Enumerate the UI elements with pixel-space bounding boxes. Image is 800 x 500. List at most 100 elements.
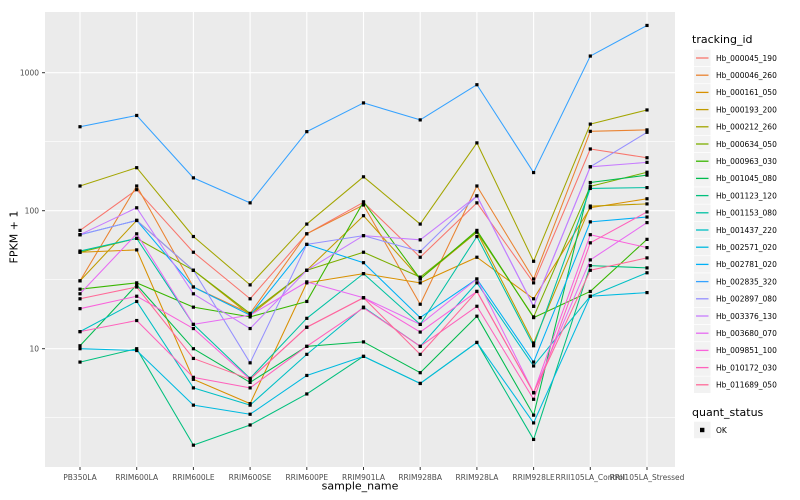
x-tick-label: RRIM928LE [512, 473, 555, 482]
data-point [361, 214, 366, 218]
legend-label: Hb_000634_050 [716, 140, 777, 149]
data-point [475, 230, 479, 234]
data-point [475, 289, 479, 294]
data-point [135, 113, 139, 118]
data-point [191, 377, 195, 381]
legend-label: Hb_009851_100 [716, 346, 777, 355]
data-point [78, 307, 82, 311]
data-point [78, 184, 82, 188]
data-point [418, 344, 422, 348]
data-point [645, 23, 649, 28]
quant-ok-square-icon [700, 427, 705, 433]
data-point [191, 326, 195, 331]
data-point [135, 348, 139, 353]
data-point [191, 292, 195, 296]
data-point [305, 299, 309, 304]
data-point [418, 302, 422, 306]
data-point [645, 197, 649, 201]
data-point [588, 129, 592, 133]
data-point [361, 203, 366, 207]
data-point [475, 255, 479, 259]
data-point [248, 326, 252, 331]
data-point [588, 204, 592, 208]
data-point [248, 315, 252, 319]
data-point [645, 128, 649, 132]
data-point [191, 268, 195, 272]
data-point [78, 287, 82, 291]
data-point [588, 289, 592, 294]
data-point [305, 242, 309, 246]
data-point [588, 122, 592, 126]
y-tick-label: 10 [29, 345, 39, 354]
data-point [418, 322, 422, 326]
data-point [191, 322, 195, 326]
legend-label: Hb_000193_200 [716, 105, 777, 114]
legend-label: Hb_000963_030 [716, 157, 777, 166]
data-point [475, 340, 479, 345]
data-point [645, 271, 649, 275]
data-point [588, 206, 592, 210]
data-point [532, 341, 536, 345]
data-point [475, 304, 479, 308]
legend-label: Hb_003376_130 [716, 312, 777, 321]
data-point [645, 173, 649, 177]
data-point [305, 316, 309, 320]
x-tick-label: RRIM600LA [115, 473, 159, 482]
data-point [248, 412, 252, 416]
legend-title-quant-status: quant_status [692, 406, 764, 419]
data-point [475, 228, 479, 232]
x-tick-label: RRIM928LA [455, 473, 499, 482]
data-point [418, 316, 422, 320]
data-point [588, 186, 592, 191]
data-point [305, 130, 309, 134]
data-point [191, 347, 195, 351]
data-point [135, 347, 139, 351]
data-point [248, 403, 252, 407]
data-point [418, 118, 422, 122]
data-point [475, 201, 479, 205]
data-point [305, 222, 309, 226]
legend-label: Hb_010172_030 [716, 363, 777, 372]
data-point [361, 175, 366, 179]
data-point [532, 259, 536, 263]
legend-label: Hb_002571_020 [716, 243, 777, 252]
data-point [305, 280, 309, 284]
data-point [532, 413, 536, 417]
x-tick-label: RRIM928BA [398, 473, 443, 482]
data-point [645, 170, 649, 174]
data-point [588, 147, 592, 151]
data-point [475, 184, 479, 188]
data-point [475, 281, 479, 285]
data-point [135, 281, 139, 285]
data-point [645, 186, 649, 190]
data-point [78, 347, 82, 351]
legend-label: Hb_000045_190 [716, 54, 777, 63]
y-tick-label: 1000 [20, 69, 39, 78]
data-point [418, 255, 422, 259]
data-point [532, 281, 536, 285]
legend-label: Hb_002897_080 [716, 295, 777, 304]
data-point [305, 325, 309, 329]
data-point [248, 201, 252, 205]
legend-title-tracking-id: tracking_id [692, 33, 753, 46]
data-point [135, 188, 139, 192]
data-point [645, 210, 649, 214]
data-point [248, 311, 252, 316]
data-point [475, 234, 479, 239]
data-point [135, 318, 139, 323]
data-point [532, 437, 536, 442]
data-point [588, 184, 592, 188]
data-point [418, 277, 422, 281]
data-point [532, 297, 536, 301]
data-point [361, 340, 366, 344]
data-point [248, 361, 252, 365]
data-point [588, 268, 592, 272]
data-point [248, 377, 252, 381]
data-point [135, 218, 139, 223]
data-point [532, 277, 536, 281]
data-point [78, 292, 82, 296]
data-point [588, 294, 592, 298]
data-point [532, 360, 536, 364]
legend-label: Hb_000212_260 [716, 123, 777, 132]
